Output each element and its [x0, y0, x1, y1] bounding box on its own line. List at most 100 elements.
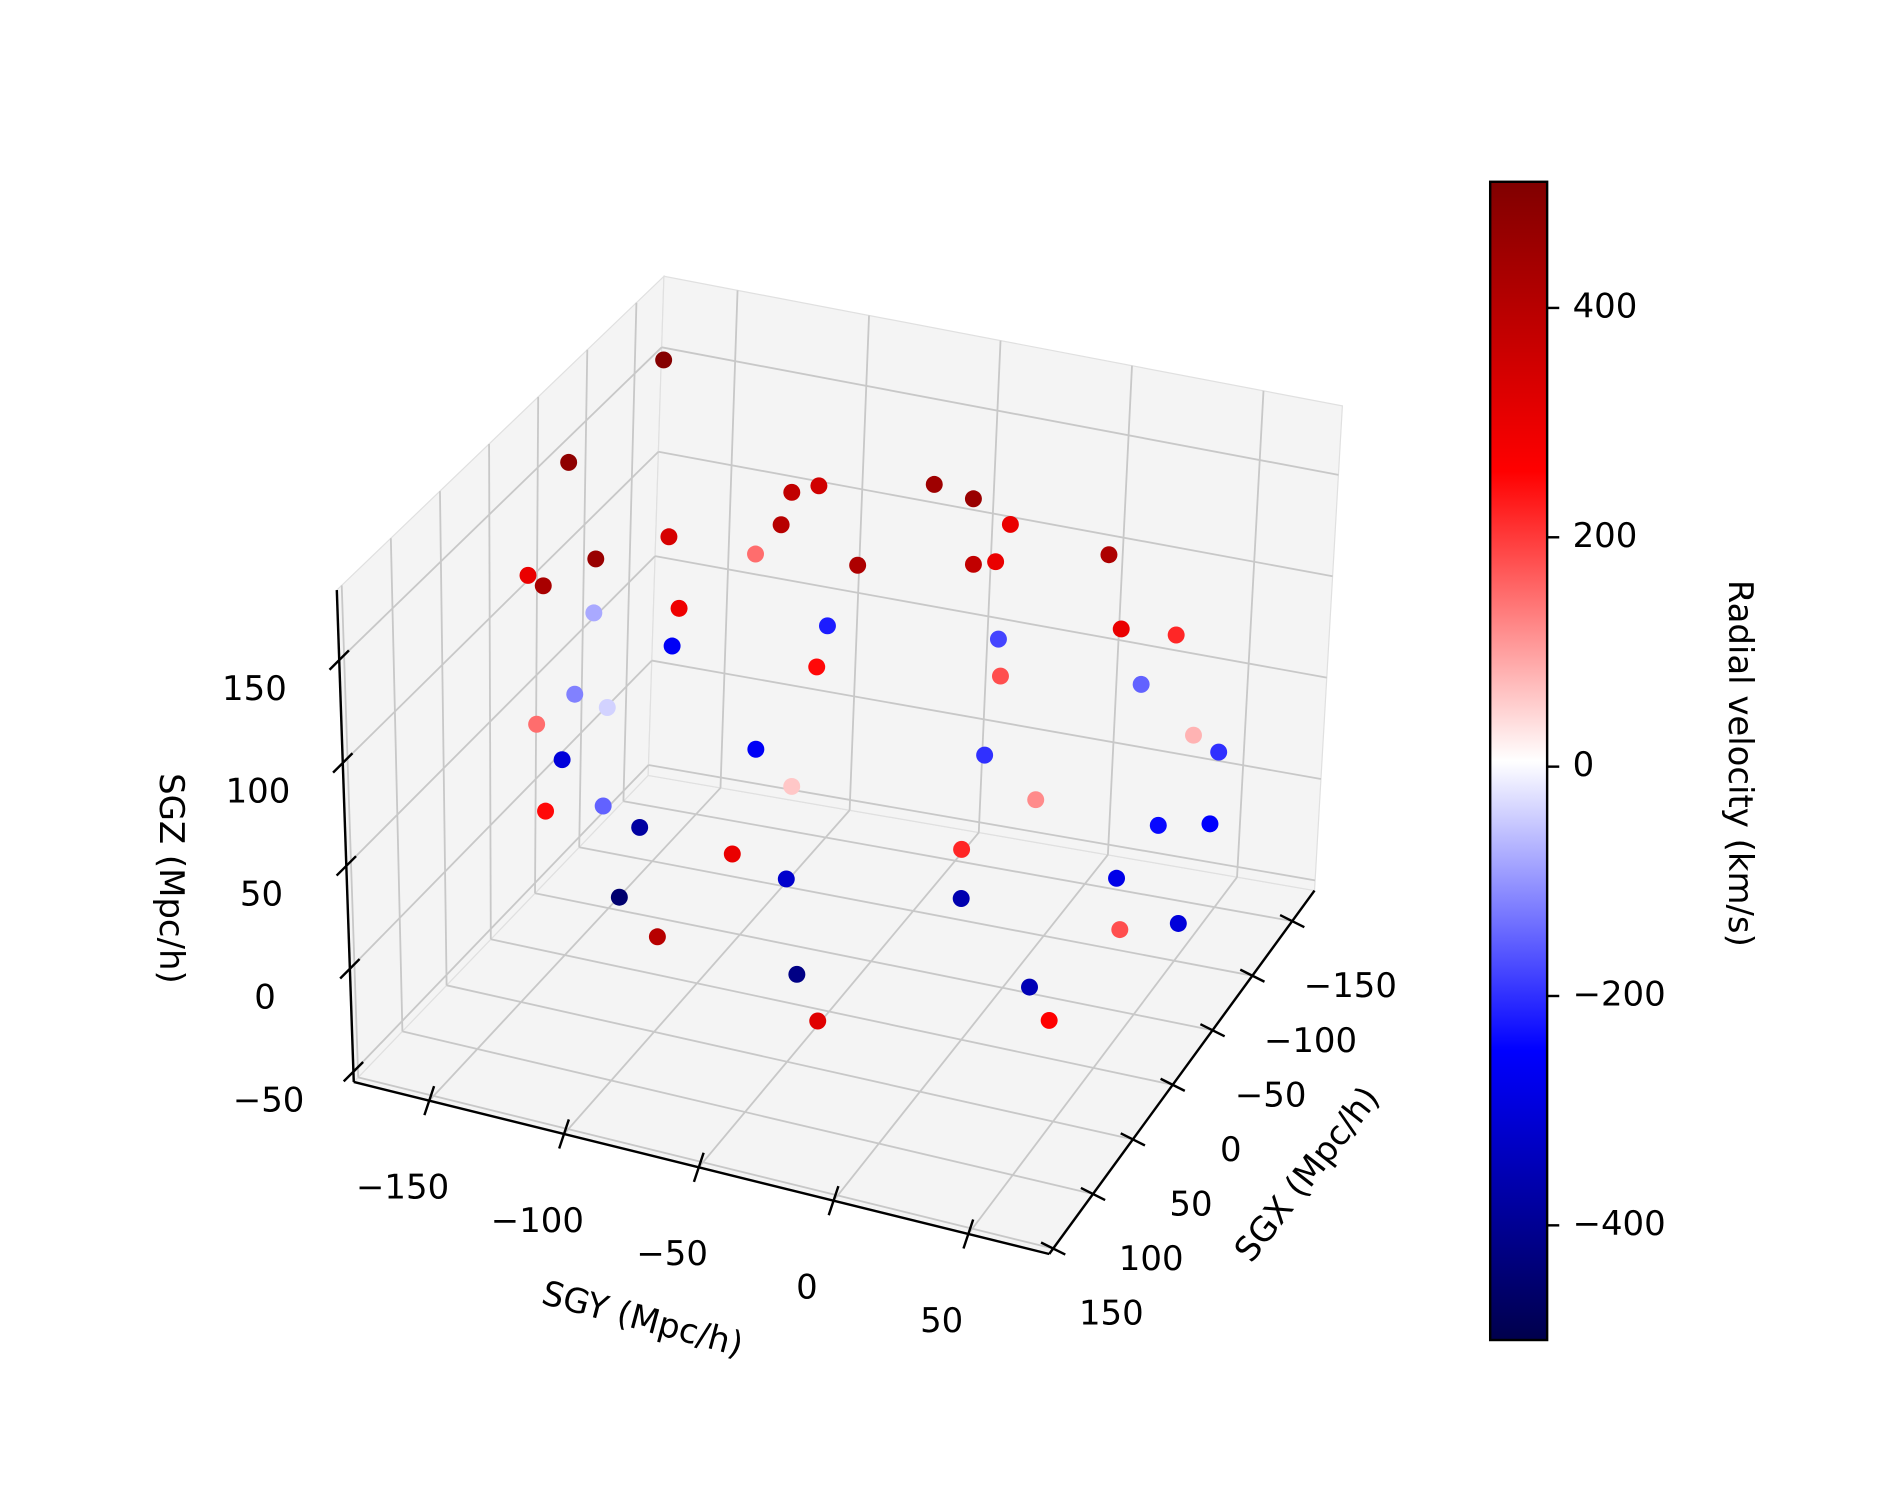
data-point — [1167, 626, 1185, 644]
grid-line — [338, 346, 663, 661]
data-point — [783, 777, 801, 795]
data-point — [1149, 816, 1167, 834]
data-point — [648, 928, 666, 946]
y-axis-label: SGY (Mpc/h) — [538, 1273, 747, 1364]
grid-line — [648, 764, 1316, 882]
data-point — [1100, 546, 1118, 564]
grid-line — [402, 1030, 1094, 1195]
data-point — [747, 740, 765, 758]
data-point — [663, 637, 681, 655]
z-tick-label: 150 — [222, 669, 287, 708]
data-point — [809, 1012, 827, 1030]
data-point — [1001, 515, 1019, 533]
grid-line — [340, 585, 360, 1078]
colorbar — [1488, 180, 1549, 1342]
colorbar-tick-label: −400 — [1573, 1204, 1666, 1243]
data-point — [964, 555, 982, 573]
x-tick-label: −100 — [1264, 1021, 1357, 1060]
data-point — [1040, 1011, 1058, 1029]
grid-line — [578, 349, 589, 848]
x-tick-label: 50 — [1169, 1185, 1212, 1224]
data-point — [952, 890, 970, 907]
z-tick-label: 50 — [240, 875, 283, 914]
colorbar-tick-label: 400 — [1573, 286, 1638, 325]
data-point — [585, 604, 603, 622]
grid-line — [622, 302, 638, 802]
grid-line — [654, 555, 1327, 679]
data-point — [587, 550, 605, 568]
data-point — [1027, 791, 1045, 809]
grid-line — [446, 984, 1134, 1141]
grid-line — [1236, 390, 1265, 878]
data-point — [1169, 914, 1187, 932]
data-point — [1111, 921, 1129, 939]
data-point — [553, 751, 571, 769]
grid-line — [488, 444, 492, 940]
y-axis-line — [353, 1080, 1050, 1256]
data-point — [519, 566, 537, 584]
data-point — [660, 528, 678, 546]
data-point — [1112, 620, 1130, 638]
data-point — [777, 870, 795, 888]
y-tick-label: −150 — [356, 1168, 449, 1207]
data-point — [788, 965, 806, 983]
grid-line — [534, 892, 1213, 1032]
data-point — [598, 699, 616, 716]
grid-line — [534, 396, 540, 894]
data-point — [810, 477, 828, 495]
data-point — [808, 658, 826, 676]
y-tick-label: 50 — [920, 1301, 963, 1340]
grid-line — [579, 846, 1253, 977]
data-point — [655, 351, 673, 369]
data-point — [723, 845, 741, 863]
z-tick-label: 0 — [254, 978, 276, 1017]
data-point — [964, 490, 982, 508]
data-point — [987, 553, 1005, 571]
data-point — [610, 888, 628, 906]
grid-line — [389, 538, 404, 1032]
z-tick-label: −50 — [233, 1080, 305, 1119]
grid-line — [651, 659, 1322, 780]
y-tick-label: 0 — [796, 1268, 818, 1307]
grid-line — [719, 290, 739, 788]
colorbar-tick-label: −200 — [1573, 974, 1666, 1013]
data-point — [818, 617, 836, 635]
grid-line — [345, 555, 656, 867]
data-point — [976, 746, 994, 764]
data-point — [849, 556, 867, 574]
z-axis-line — [335, 590, 355, 1083]
x-tick-label: −150 — [1304, 966, 1397, 1005]
data-point — [953, 840, 971, 858]
colorbar-tick-label: 200 — [1573, 516, 1638, 555]
data-point — [991, 667, 1009, 685]
x-tick-label: 150 — [1079, 1294, 1144, 1333]
x-tick-label: 100 — [1119, 1239, 1184, 1278]
data-point — [1201, 815, 1219, 833]
grid-line — [357, 1076, 1054, 1250]
grid-line — [490, 938, 1173, 1086]
data-point — [534, 577, 552, 595]
z-axis-label: SGZ (Mpc/h) — [152, 773, 191, 984]
back-pane — [647, 275, 1344, 892]
data-point — [537, 802, 555, 820]
data-point — [1185, 726, 1202, 744]
data-point — [989, 630, 1007, 648]
data-point — [1210, 743, 1228, 761]
data-point — [670, 599, 688, 617]
data-point — [783, 483, 801, 501]
data-point — [747, 545, 765, 563]
grid-line — [342, 451, 660, 764]
data-point — [772, 516, 790, 534]
grid-line — [439, 491, 448, 986]
colorbar-tick-label: 0 — [1573, 745, 1595, 784]
grid-line — [352, 764, 650, 1073]
data-point — [925, 475, 943, 493]
data-point — [528, 715, 546, 733]
data-point — [566, 685, 584, 703]
grid-line — [661, 346, 1339, 476]
grid-line — [658, 450, 1333, 578]
colorbar-label: Radial velocity (km/s) — [1721, 580, 1760, 947]
x-tick-label: −50 — [1235, 1075, 1307, 1114]
x-tick-label: 0 — [1220, 1130, 1242, 1169]
